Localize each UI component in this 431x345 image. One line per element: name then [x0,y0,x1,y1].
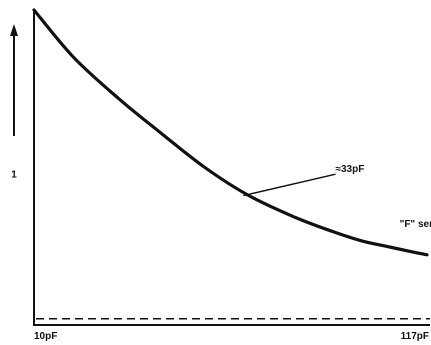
series-line [32,8,429,257]
annotation-label: "F" series [400,219,431,230]
y-tick-labels: 1 [11,170,17,181]
annotation-label: ≈33pF [336,164,365,175]
x-tick-labels: 10pF 117pF [34,331,429,342]
series-layer [32,8,429,257]
annotation-pointer-line [243,173,336,197]
x-tick-label: 117pF [401,331,429,342]
y-tick-label: 1 [11,170,17,181]
y-axis-arrow [10,24,18,136]
annotations: "F" series ≈33pF [243,164,431,230]
x-tick-label: 10pF [34,331,57,342]
